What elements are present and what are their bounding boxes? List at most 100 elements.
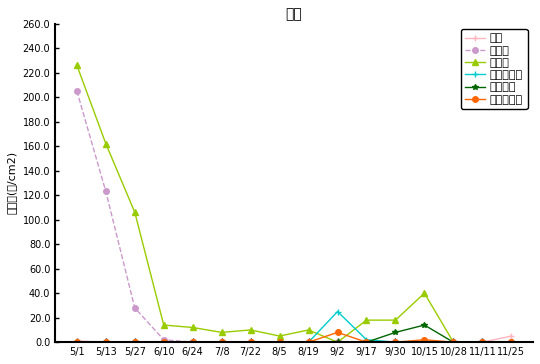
ヨモギ属 — [334, 340, 341, 344]
イネ科 — [450, 340, 457, 344]
スギ — [73, 339, 80, 343]
カナムグラ — [508, 340, 515, 344]
カナムグラ — [132, 340, 138, 344]
ヒノキ — [305, 340, 312, 344]
ヨモギ属 — [73, 340, 80, 344]
イネ科 — [305, 328, 312, 332]
Legend: スギ, ヒノキ, イネ科, ブタクサ属, ヨモギ属, カナムグラ: スギ, ヒノキ, イネ科, ブタクサ属, ヨモギ属, カナムグラ — [461, 29, 528, 109]
スギ — [305, 340, 312, 344]
ブタクサ属 — [247, 340, 254, 344]
Line: ヨモギ属: ヨモギ属 — [74, 322, 514, 345]
スギ — [190, 340, 196, 344]
Line: ヒノキ: ヒノキ — [74, 88, 514, 345]
Line: ブタクサ属: ブタクサ属 — [74, 309, 514, 345]
ヒノキ — [450, 340, 457, 344]
ヨモギ属 — [190, 340, 196, 344]
カナムグラ — [450, 340, 457, 344]
スギ — [363, 340, 370, 344]
ヨモギ属 — [103, 340, 109, 344]
ヒノキ — [103, 189, 109, 194]
Title: 町田: 町田 — [286, 7, 302, 21]
イネ科 — [73, 63, 80, 67]
ヨモギ属 — [218, 340, 225, 344]
ヒノキ — [363, 340, 370, 344]
ヒノキ — [73, 89, 80, 93]
Line: イネ科: イネ科 — [74, 62, 514, 345]
スギ — [103, 340, 109, 344]
ヒノキ — [276, 340, 283, 344]
ヨモギ属 — [305, 340, 312, 344]
ブタクサ属 — [479, 340, 485, 344]
カナムグラ — [103, 340, 109, 344]
ブタクサ属 — [392, 340, 399, 344]
ヨモギ属 — [276, 340, 283, 344]
カナムグラ — [218, 340, 225, 344]
ヨモギ属 — [508, 340, 515, 344]
ヨモギ属 — [479, 340, 485, 344]
カナムグラ — [363, 340, 370, 344]
スギ — [247, 340, 254, 344]
Y-axis label: 花粉数(個/cm2): 花粉数(個/cm2) — [7, 151, 17, 214]
ブタクサ属 — [276, 340, 283, 344]
スギ — [450, 340, 457, 344]
ヒノキ — [421, 340, 428, 344]
イネ科 — [218, 330, 225, 335]
カナムグラ — [392, 340, 399, 344]
スギ — [276, 340, 283, 344]
ヨモギ属 — [363, 340, 370, 344]
ヒノキ — [190, 340, 196, 344]
ブタクサ属 — [450, 340, 457, 344]
イネ科 — [132, 210, 138, 214]
カナムグラ — [421, 337, 428, 342]
スギ — [160, 340, 167, 344]
イネ科 — [479, 340, 485, 344]
ヨモギ属 — [132, 340, 138, 344]
イネ科 — [103, 142, 109, 146]
ヒノキ — [247, 340, 254, 344]
ブタクサ属 — [508, 340, 515, 344]
カナムグラ — [276, 340, 283, 344]
イネ科 — [247, 328, 254, 332]
スギ — [334, 340, 341, 344]
カナムグラ — [247, 340, 254, 344]
ヨモギ属 — [421, 323, 428, 327]
ヒノキ — [508, 340, 515, 344]
イネ科 — [421, 291, 428, 295]
スギ — [508, 334, 515, 338]
ヨモギ属 — [392, 330, 399, 335]
スギ — [392, 340, 399, 344]
ブタクサ属 — [103, 340, 109, 344]
ヒノキ — [392, 340, 399, 344]
カナムグラ — [479, 340, 485, 344]
Line: カナムグラ: カナムグラ — [74, 330, 514, 345]
ブタクサ属 — [73, 340, 80, 344]
カナムグラ — [73, 340, 80, 344]
ブタクサ属 — [190, 340, 196, 344]
カナムグラ — [334, 330, 341, 335]
スギ — [132, 340, 138, 344]
ヒノキ — [218, 340, 225, 344]
ブタクサ属 — [132, 340, 138, 344]
スギ — [218, 340, 225, 344]
イネ科 — [160, 323, 167, 327]
ブタクサ属 — [421, 340, 428, 344]
ヨモギ属 — [450, 340, 457, 344]
イネ科 — [508, 340, 515, 344]
イネ科 — [363, 318, 370, 322]
カナムグラ — [305, 340, 312, 344]
イネ科 — [190, 325, 196, 330]
ヨモギ属 — [247, 340, 254, 344]
ブタクサ属 — [363, 337, 370, 342]
ヒノキ — [334, 340, 341, 344]
ヒノキ — [160, 337, 167, 342]
Line: スギ: スギ — [74, 333, 514, 345]
イネ科 — [392, 318, 399, 322]
イネ科 — [334, 340, 341, 344]
ヨモギ属 — [160, 340, 167, 344]
ブタクサ属 — [160, 340, 167, 344]
スギ — [479, 340, 485, 344]
ブタクサ属 — [334, 309, 341, 314]
ブタクサ属 — [305, 340, 312, 344]
イネ科 — [276, 334, 283, 338]
ブタクサ属 — [218, 340, 225, 344]
